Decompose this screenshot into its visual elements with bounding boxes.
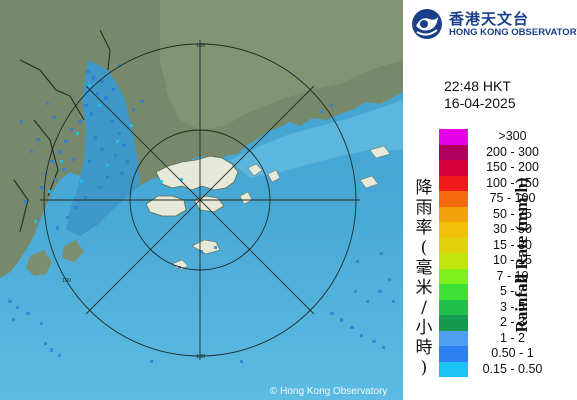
zhuhai-island xyxy=(62,240,84,262)
legend-label: 0.50 - 1 xyxy=(491,346,534,360)
legend-label: 5 - 7 xyxy=(499,284,525,298)
legend-swatch xyxy=(439,284,468,300)
legend-panel: 香港天文台 HONG KONG OBSERVATORY 22:48 HKT 16… xyxy=(403,0,577,400)
legend-label: 10 - 15 xyxy=(493,253,532,267)
legend-swatch xyxy=(439,330,468,346)
legend-label: 100 - 150 xyxy=(486,175,539,190)
date-text: 16-04-2025 xyxy=(444,95,516,111)
hko-logo-icon xyxy=(412,9,442,39)
legend-swatch xyxy=(439,206,468,222)
legend-label: 150 - 200 xyxy=(486,160,539,174)
legend-swatch xyxy=(439,129,468,145)
legend-swatch xyxy=(439,160,468,176)
legend-label: 15 - 30 xyxy=(493,237,532,252)
range-ring-label-left: 100 xyxy=(62,278,71,284)
legend-label: 30 - 50 xyxy=(493,222,532,236)
legend-title-en: Rainfall Rate (mm/h) xyxy=(512,177,531,333)
legend-label: 50 - 75 xyxy=(493,206,532,221)
legend-swatch xyxy=(439,222,468,238)
legend-swatch xyxy=(439,253,468,269)
legend-swatch xyxy=(439,144,468,160)
legend-label: 1 - 2 xyxy=(499,330,525,345)
mainland-hills xyxy=(160,0,403,130)
logo-name-en: HONG KONG OBSERVATORY xyxy=(449,27,577,38)
legend-swatch xyxy=(439,361,468,377)
legend-label: 3 - 5 xyxy=(499,299,525,314)
legend-label: 0.15 - 0.50 xyxy=(482,361,543,376)
macau-land xyxy=(26,250,52,276)
timestamp: 22:48 HKT 16-04-2025 xyxy=(444,78,516,112)
radar-echoes xyxy=(8,64,395,363)
lamma-island xyxy=(191,239,221,255)
range-ring-label-top: 100 xyxy=(196,43,205,49)
time-text: 22:48 HKT xyxy=(444,78,511,94)
legend-swatch xyxy=(439,268,468,284)
range-rings xyxy=(40,40,360,360)
coastal-shelf xyxy=(230,100,403,178)
legend-swatch xyxy=(439,299,468,315)
legend-label: 200 - 300 xyxy=(486,144,539,159)
legend-title-zh: 降雨率(毫米 / 小時) xyxy=(415,178,433,378)
copyright-text: © Hong Kong Observatory xyxy=(270,386,387,397)
hong-kong-land xyxy=(155,155,239,191)
radar-map: 100 100 100 © Hong Kong Observatory xyxy=(0,0,403,400)
legend-label: 7 - 10 xyxy=(496,268,529,283)
eastern-islands xyxy=(239,145,391,205)
legend-swatch xyxy=(439,191,468,207)
lantau-island xyxy=(145,195,187,217)
legend-color-bar xyxy=(439,129,468,377)
range-ring-label-bottom: 100 xyxy=(196,354,205,360)
legend-swatch xyxy=(439,175,468,191)
lantau-south-isle xyxy=(171,259,189,271)
legend-swatch xyxy=(439,346,468,362)
legend-labels: >300 200 - 300 150 - 200 100 - 150 75 - 100 5… xyxy=(475,129,550,377)
legend-label: 75 - 100 xyxy=(489,191,536,205)
logo-name-zh: 香港天文台 xyxy=(449,10,530,28)
legend-label: >300 xyxy=(498,129,527,143)
hko-logo: 香港天文台 HONG KONG OBSERVATORY xyxy=(411,6,577,42)
legend-swatch xyxy=(439,237,468,253)
legend-label: 2 - 3 xyxy=(499,315,525,329)
land-rivers xyxy=(13,29,111,233)
legend-swatch xyxy=(439,315,468,331)
